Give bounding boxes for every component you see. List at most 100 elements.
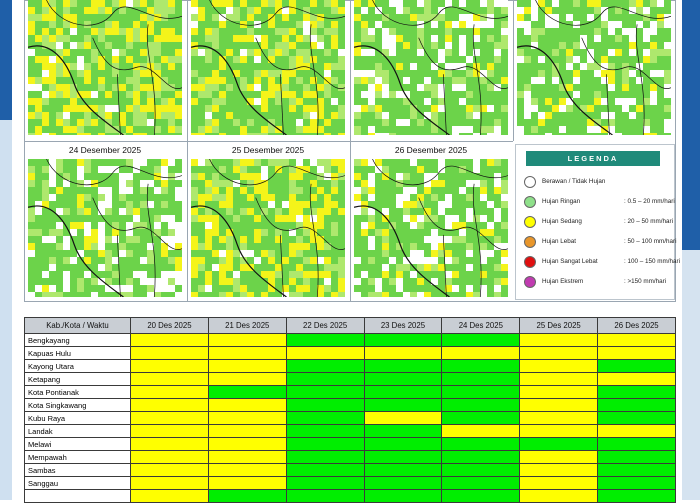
rainfall-map [191,0,345,135]
forecast-cell [207,372,287,386]
region-name: Ketapang [24,372,131,386]
forecast-cell [130,450,209,464]
forecast-cell [363,385,443,399]
forecast-cell [207,359,287,373]
forecast-cell [597,411,676,425]
forecast-cell [519,450,599,464]
legend-label: Hujan Sangat Lebat [542,258,598,265]
forecast-cell [130,424,209,438]
legend-swatch [524,216,536,228]
rainfall-map [28,0,182,135]
forecast-cell [285,333,365,347]
region-name: Mempawah [24,450,131,464]
legend-item: Hujan Ekstrem: >150 mm/hari [524,275,674,291]
forecast-cell [363,437,443,451]
column-header-date: 20 Des 2025 [130,317,209,334]
region-name: Sanggau [24,476,131,490]
forecast-cell [130,476,209,490]
forecast-cell [441,437,521,451]
column-header-date: 22 Des 2025 [285,317,365,334]
forecast-cell [207,333,287,347]
region-name: Kubu Raya [24,411,131,425]
region-name: Landak [24,424,131,438]
table-row: Bengkayang [24,333,676,347]
forecast-cell [130,489,209,503]
table-row [24,489,676,503]
forecast-cell [207,346,287,360]
forecast-cell [519,346,599,360]
forecast-map-panel [517,0,671,135]
rainfall-map [354,159,508,297]
table-row: Sambas [24,463,676,477]
forecast-cell [441,463,521,477]
forecast-map-panel: 26 Desember 2025 [354,145,508,297]
legend-item: Hujan Sangat Lebat: 100 – 150 mm/hari [524,255,680,271]
table-row: Kota Pontianak [24,385,676,399]
forecast-cell [130,333,209,347]
forecast-cell [363,411,443,425]
forecast-cell [285,463,365,477]
forecast-cell [441,411,521,425]
region-name: Melawi [24,437,131,451]
table-row: Sanggau [24,476,676,490]
forecast-cell [519,476,599,490]
legend-range: : >150 mm/hari [624,278,667,285]
legend-range: : 20 – 50 mm/hari [624,218,673,225]
forecast-map-panel: 24 Desember 2025 [28,145,182,297]
forecast-cell [285,476,365,490]
rainfall-map [191,159,345,297]
forecast-cell [363,489,443,503]
forecast-cell [207,463,287,477]
region-name: Kota Pontianak [24,385,131,399]
forecast-cell [285,437,365,451]
forecast-cell [363,333,443,347]
forecast-cell [597,346,676,360]
forecast-cell [130,437,209,451]
rainfall-map [28,159,182,297]
forecast-cell [207,411,287,425]
legend-item: Hujan Ringan: 0.5 – 20 mm/hari [524,195,675,211]
forecast-cell [519,398,599,412]
forecast-cell [597,359,676,373]
column-header-date: 25 Des 2025 [519,317,599,334]
rainfall-map [354,0,508,135]
column-header-date: 21 Des 2025 [207,317,287,334]
map-date-title: 24 Desember 2025 [68,145,142,155]
forecast-cell [441,476,521,490]
legend-item: Hujan Sedang: 20 – 50 mm/hari [524,215,674,231]
forecast-cell [363,424,443,438]
forecast-cell [207,450,287,464]
table-row: Landak [24,424,676,438]
panel-divider [350,1,351,301]
forecast-cell [363,359,443,373]
forecast-cell [130,411,209,425]
table-row: Kapuas Hulu [24,346,676,360]
forecast-cell [363,463,443,477]
legend-label: Hujan Ringan [542,198,581,205]
region-name: Sambas [24,463,131,477]
forecast-cell [441,398,521,412]
table-header-row: Kab./Kota / Waktu 20 Des 2025 21 Des 2025 2… [24,317,676,334]
legend-swatch [524,196,536,208]
map-date-title: 25 Desember 2025 [231,145,305,155]
forecast-cell [441,346,521,360]
table-row: Melawi [24,437,676,451]
forecast-cell [130,346,209,360]
legend-swatch [524,176,536,188]
forecast-cell [441,333,521,347]
legend-label: Hujan Lebat [542,238,576,245]
forecast-cell [363,346,443,360]
forecast-cell [207,476,287,490]
forecast-cell [519,411,599,425]
legend-swatch [524,276,536,288]
region-name: Kayong Utara [24,359,131,373]
forecast-cell [285,411,365,425]
forecast-cell [285,398,365,412]
table-row: Kota Singkawang [24,398,676,412]
legend-item: Hujan Lebat: 50 – 100 mm/hari [524,235,677,251]
legend-title: LEGENDA [526,151,660,166]
panel-divider [513,1,514,141]
table-row: Ketapang [24,372,676,386]
forecast-map-panel [191,0,345,135]
legend-swatch [524,236,536,248]
